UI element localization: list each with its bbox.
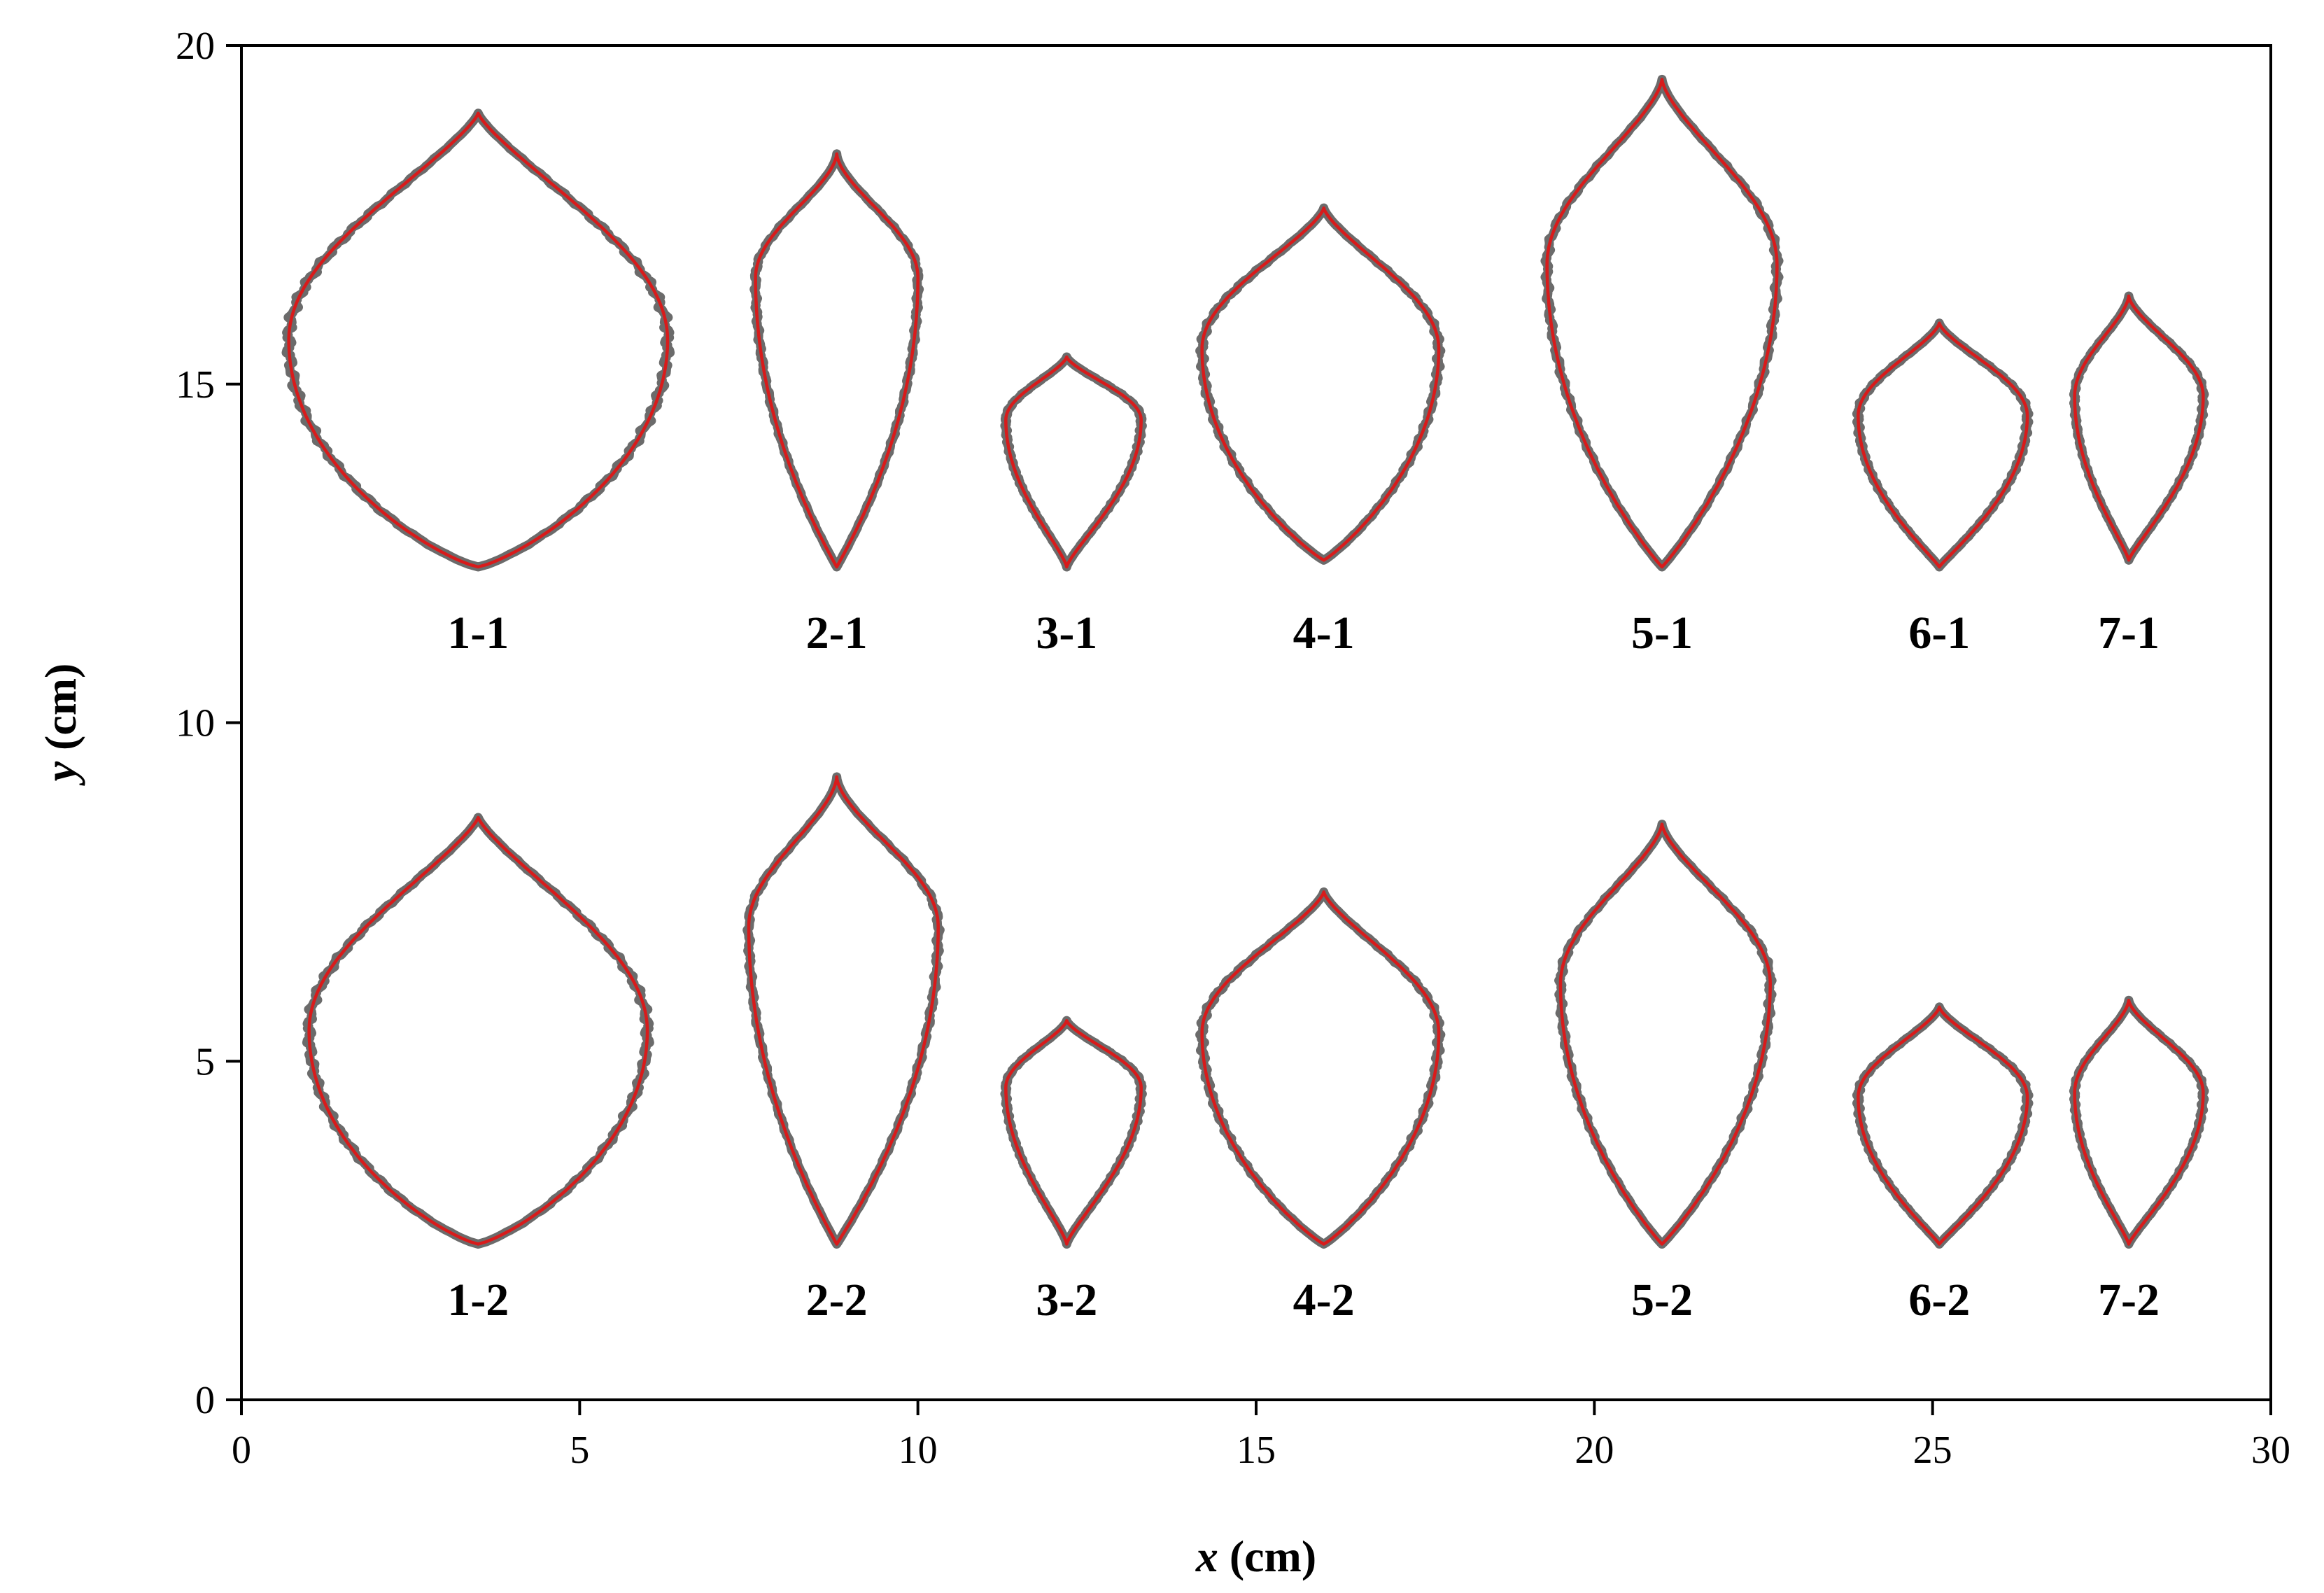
leaf-label-4-2: 4-2 bbox=[1293, 1275, 1355, 1326]
leaf-2-2 bbox=[742, 772, 945, 1249]
leaf-6-2 bbox=[1852, 1002, 2034, 1249]
fitted-outline-6-1 bbox=[1857, 321, 2029, 569]
x-tick-label: 15 bbox=[1237, 1429, 1276, 1472]
y-tick-label: 5 bbox=[195, 1040, 215, 1083]
axes: 0 5 10 15 20 25 30 0 5 10 15 20 bbox=[176, 24, 2290, 1472]
leaf-outlines bbox=[281, 74, 2209, 1249]
fitted-outline-2-1 bbox=[754, 152, 920, 569]
fitted-outline-7-1 bbox=[2073, 294, 2205, 562]
leaf-label-6-1: 6-1 bbox=[1908, 608, 1970, 659]
leaf-7-1 bbox=[2069, 291, 2209, 565]
x-tick-label: 25 bbox=[1913, 1429, 1952, 1472]
leaf-4-2 bbox=[1195, 887, 1446, 1249]
leaf-2-1 bbox=[749, 149, 924, 572]
y-tick-label: 10 bbox=[176, 702, 215, 745]
leaf-5-1 bbox=[1540, 74, 1784, 572]
leaf-label-1-1: 1-1 bbox=[447, 608, 509, 659]
leaf-1-1 bbox=[281, 108, 675, 572]
x-tick-label: 0 bbox=[232, 1429, 251, 1472]
fitted-outline-4-2 bbox=[1200, 890, 1441, 1246]
leaf-1-2 bbox=[302, 813, 654, 1249]
fitted-outline-1-2 bbox=[307, 815, 649, 1246]
leaf-label-4-1: 4-1 bbox=[1293, 608, 1355, 659]
leaf-label-6-2: 6-2 bbox=[1908, 1275, 1970, 1326]
leaf-label-7-1: 7-1 bbox=[2098, 608, 2160, 659]
leaf-4-1 bbox=[1195, 203, 1446, 565]
fitted-outline-2-2 bbox=[747, 775, 940, 1246]
leaf-labels: 1-1 2-1 3-1 4-1 5-1 6-1 7-1 1-2 2-2 3-2 4-2 5-2 6-2 7… bbox=[447, 608, 2160, 1326]
leaf-7-2 bbox=[2069, 995, 2209, 1249]
leaf-label-3-2: 3-2 bbox=[1036, 1275, 1097, 1326]
leaf-label-1-2: 1-2 bbox=[447, 1275, 509, 1326]
x-tick-label: 10 bbox=[899, 1429, 938, 1472]
leaf-6-1 bbox=[1852, 318, 2034, 572]
leaf-3-1 bbox=[1000, 352, 1147, 572]
fitted-outline-3-2 bbox=[1004, 1018, 1143, 1246]
leaf-label-2-2: 2-2 bbox=[806, 1275, 868, 1326]
y-tick-label: 15 bbox=[176, 363, 215, 407]
y-axis-label: y (cm) bbox=[36, 664, 85, 787]
leaf-label-5-1: 5-1 bbox=[1631, 608, 1693, 659]
x-tick-label: 5 bbox=[570, 1429, 589, 1472]
fitted-outline-1-1 bbox=[287, 111, 670, 569]
x-axis-label: x (cm) bbox=[1195, 1531, 1316, 1581]
plot-frame bbox=[240, 44, 2272, 1401]
leaf-label-3-1: 3-1 bbox=[1036, 608, 1097, 659]
x-tick-label: 20 bbox=[1575, 1429, 1614, 1472]
fitted-outline-5-2 bbox=[1558, 822, 1772, 1246]
leaf-3-2 bbox=[1000, 1016, 1147, 1249]
leaf-label-5-2: 5-2 bbox=[1631, 1275, 1693, 1326]
fitted-outline-5-1 bbox=[1545, 78, 1779, 569]
fitted-outline-3-1 bbox=[1004, 355, 1143, 569]
leaf-label-7-2: 7-2 bbox=[2098, 1275, 2160, 1326]
fitted-outline-4-1 bbox=[1200, 206, 1441, 562]
leaf-5-2 bbox=[1554, 820, 1777, 1249]
fitted-outline-6-2 bbox=[1857, 1005, 2029, 1246]
leaf-label-2-1: 2-1 bbox=[806, 608, 868, 659]
y-tick-label: 20 bbox=[176, 24, 215, 68]
y-tick-label: 0 bbox=[195, 1379, 215, 1422]
fitted-outline-7-2 bbox=[2073, 998, 2205, 1246]
x-tick-label: 30 bbox=[2251, 1429, 2290, 1472]
